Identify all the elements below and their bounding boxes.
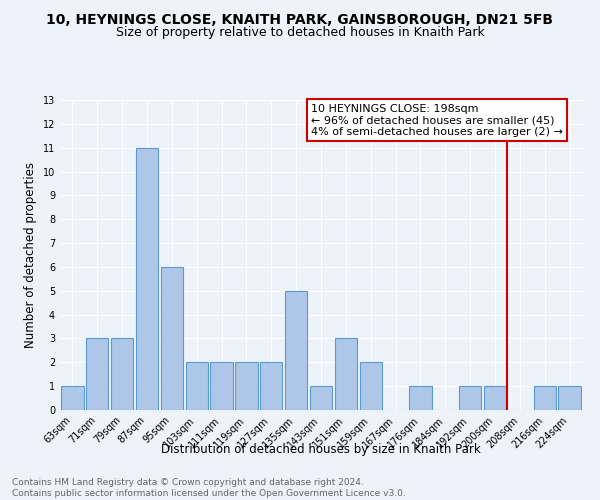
Bar	[285, 291, 307, 410]
Text: 10, HEYNINGS CLOSE, KNAITH PARK, GAINSBOROUGH, DN21 5FB: 10, HEYNINGS CLOSE, KNAITH PARK, GAINSBO…	[47, 12, 554, 26]
Bar	[559, 386, 581, 410]
Text: Distribution of detached houses by size in Knaith Park: Distribution of detached houses by size …	[161, 442, 481, 456]
Y-axis label: Number of detached properties: Number of detached properties	[24, 162, 37, 348]
Bar	[335, 338, 357, 410]
Bar	[185, 362, 208, 410]
Bar	[484, 386, 506, 410]
Bar	[260, 362, 283, 410]
Bar	[310, 386, 332, 410]
Bar	[111, 338, 133, 410]
Text: Size of property relative to detached houses in Knaith Park: Size of property relative to detached ho…	[116, 26, 484, 39]
Text: Contains HM Land Registry data © Crown copyright and database right 2024.
Contai: Contains HM Land Registry data © Crown c…	[12, 478, 406, 498]
Bar	[136, 148, 158, 410]
Bar	[359, 362, 382, 410]
Bar	[533, 386, 556, 410]
Bar	[211, 362, 233, 410]
Bar	[86, 338, 109, 410]
Bar	[235, 362, 257, 410]
Bar	[459, 386, 481, 410]
Bar	[61, 386, 83, 410]
Text: 10 HEYNINGS CLOSE: 198sqm
← 96% of detached houses are smaller (45)
4% of semi-d: 10 HEYNINGS CLOSE: 198sqm ← 96% of detac…	[311, 104, 563, 137]
Bar	[409, 386, 431, 410]
Bar	[161, 267, 183, 410]
